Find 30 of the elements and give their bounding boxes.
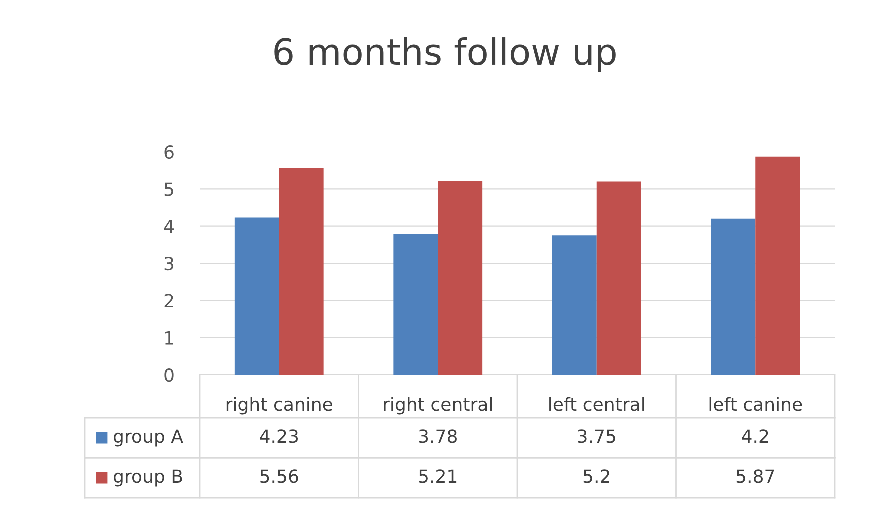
y-tick-label: 2 bbox=[164, 294, 174, 308]
x-tick-label: right canine bbox=[226, 397, 332, 415]
y-tick-label: 1 bbox=[165, 332, 174, 345]
legend-label: group A bbox=[114, 430, 184, 447]
chart-title: 6 months follow up bbox=[274, 38, 616, 72]
x-tick-label: left central bbox=[550, 397, 644, 412]
legend-label: group B bbox=[114, 470, 182, 487]
y-tick-label: 4 bbox=[164, 220, 174, 234]
bar bbox=[552, 236, 597, 375]
data-label: 5.2 bbox=[584, 470, 610, 484]
bar bbox=[711, 218, 756, 375]
data-label: 4.2 bbox=[742, 430, 768, 443]
y-tick-label: 0 bbox=[164, 368, 174, 382]
bar bbox=[438, 181, 483, 375]
data-label: 5.21 bbox=[419, 470, 457, 484]
bar bbox=[279, 168, 324, 375]
bar bbox=[596, 182, 642, 375]
x-tick-label: right central bbox=[384, 397, 492, 415]
y-tick-label: 3 bbox=[164, 256, 174, 271]
data-label: 5.56 bbox=[260, 470, 298, 484]
x-tick-label: left canine bbox=[710, 397, 802, 412]
data-label: 3.75 bbox=[578, 430, 616, 444]
y-tick-label: 6 bbox=[164, 145, 174, 160]
bar bbox=[394, 234, 438, 375]
bar bbox=[234, 218, 280, 375]
data-label: 3.78 bbox=[419, 430, 457, 444]
y-tick-label: 5 bbox=[164, 182, 174, 196]
bar bbox=[756, 156, 800, 375]
data-label: 5.87 bbox=[736, 470, 774, 484]
data-label: 4.23 bbox=[260, 430, 298, 444]
